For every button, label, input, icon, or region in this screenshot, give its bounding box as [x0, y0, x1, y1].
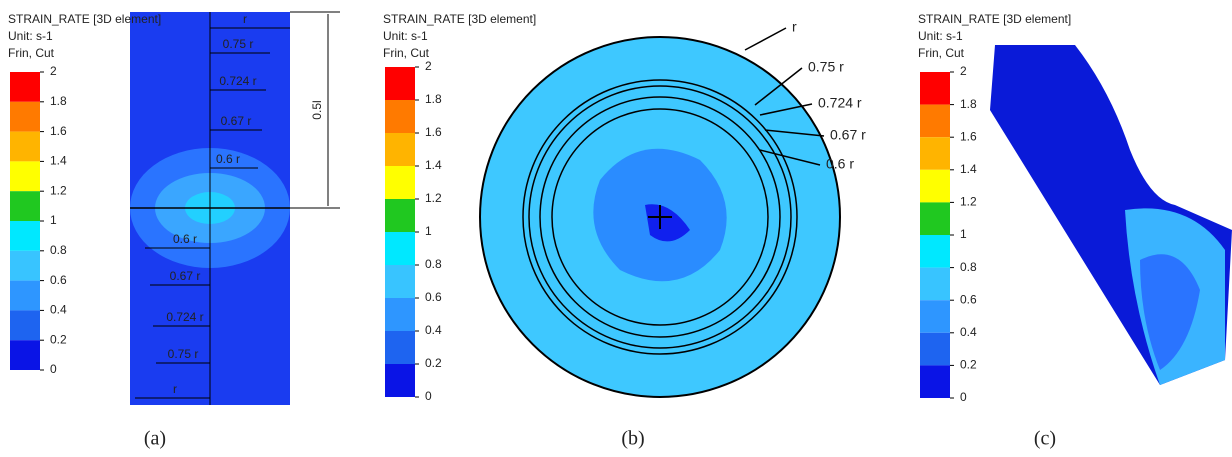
legend-tick-label: 1.2	[425, 191, 442, 205]
legend-swatch	[10, 191, 40, 221]
figure: STRAIN_RATE [3D element] Unit: s-1 Frin, C…	[0, 0, 1232, 457]
legend-tick-label: 0.6	[50, 273, 67, 287]
legend-tick-label: 2	[960, 64, 967, 78]
legend-tick-label: 0.4	[960, 325, 977, 339]
legend-tick-label: 0.2	[960, 358, 977, 372]
legend-tick-label: 0.6	[960, 292, 977, 306]
legend-tick-label: 1.4	[50, 154, 67, 168]
legend-tick-label: 1.6	[960, 129, 977, 143]
legend-swatch	[920, 170, 950, 203]
panel-label: (a)	[144, 428, 166, 450]
dimension-label: 0.75 r	[223, 37, 254, 51]
legend-tick-label: 0.6	[425, 290, 442, 304]
legend-swatch	[10, 251, 40, 281]
legend-tick-label: 0.8	[50, 243, 67, 257]
legend-swatch	[385, 133, 415, 166]
legend-tick-label: 0	[960, 390, 967, 404]
ring-label: 0.724 r	[818, 95, 862, 111]
legend-swatch	[385, 100, 415, 133]
legend-swatch	[385, 298, 415, 331]
legend-swatch	[385, 331, 415, 364]
panel-c-model	[990, 45, 1232, 385]
legend-tick-label: 1.4	[960, 162, 977, 176]
legend-tick-label: 1.6	[425, 125, 442, 139]
leader-line	[745, 28, 786, 50]
legend-tick-label: 1.8	[425, 92, 442, 106]
legend-title: STRAIN_RATE [3D element]	[8, 12, 161, 26]
legend-swatch	[385, 67, 415, 100]
legend-swatch	[920, 202, 950, 235]
legend-swatch	[10, 310, 40, 340]
ring-label: 0.67 r	[830, 127, 866, 143]
legend-tick-label: 1.8	[960, 97, 977, 111]
legend-tick-label: 2	[50, 64, 57, 78]
ring-label: 0.75 r	[808, 59, 844, 75]
legend-tick-label: 0.4	[50, 303, 67, 317]
legend-swatch	[10, 132, 40, 162]
legend-tick-label: 0.4	[425, 323, 442, 337]
dimension-label: 0.67 r	[221, 114, 252, 128]
legend-swatch	[385, 166, 415, 199]
legend-tick-label: 0	[425, 389, 432, 403]
legend-swatch	[920, 137, 950, 170]
ring-label: 0.6 r	[826, 156, 854, 172]
legend-tick-label: 1.6	[50, 124, 67, 138]
dimension-label: 0.724 r	[219, 74, 256, 88]
dimension-label: 0.67 r	[170, 269, 201, 283]
legend-swatch	[920, 235, 950, 268]
legend-swatch	[10, 340, 40, 370]
legend-tick-label: 0.8	[960, 260, 977, 274]
dimension-label: 0.6 r	[173, 232, 197, 246]
legend-note: Frin, Cut	[383, 46, 430, 60]
legend-unit: Unit: s-1	[383, 29, 428, 43]
panel-label: (b)	[621, 428, 644, 450]
legend-swatch	[385, 199, 415, 232]
legend-swatch	[385, 265, 415, 298]
legend-tick-label: 0.2	[425, 356, 442, 370]
dimension-label: 0.75 r	[168, 347, 199, 361]
legend-unit: Unit: s-1	[918, 29, 963, 43]
legend-tick-label: 1	[960, 227, 967, 241]
legend-swatch	[920, 105, 950, 138]
legend-swatch	[920, 72, 950, 105]
panel-b-model	[480, 37, 840, 397]
legend-swatch	[10, 221, 40, 251]
legend-swatch	[920, 300, 950, 333]
legend-tick-label: 1	[425, 224, 432, 238]
legend-tick-label: 2	[425, 59, 432, 73]
legend-tick-label: 1.2	[960, 195, 977, 209]
legend-tick-label: 1.4	[425, 158, 442, 172]
dimension-label: r	[243, 12, 247, 26]
dimension-label: 0.5l	[310, 100, 324, 119]
legend-swatch	[385, 364, 415, 397]
legend-swatch	[10, 72, 40, 102]
legend-title: STRAIN_RATE [3D element]	[383, 12, 536, 26]
legend-tick-label: 1	[50, 213, 57, 227]
legend-swatch	[385, 232, 415, 265]
legend-tick-label: 0.2	[50, 332, 67, 346]
dimension-label: 0.724 r	[166, 310, 203, 324]
ring-label: r	[792, 19, 797, 35]
dimension-label: 0.6 r	[216, 152, 240, 166]
legend-tick-label: 0	[50, 362, 57, 376]
legend-tick-label: 1.8	[50, 94, 67, 108]
legend-swatch	[10, 281, 40, 311]
legend-swatch	[10, 102, 40, 132]
legend-tick-label: 1.2	[50, 183, 67, 197]
legend-unit: Unit: s-1	[8, 29, 53, 43]
panel-label: (c)	[1034, 428, 1056, 450]
legend-note: Frin, Cut	[918, 46, 965, 60]
dimension-label: r	[173, 382, 177, 396]
panel-a-model	[130, 12, 340, 405]
legend-tick-label: 0.8	[425, 257, 442, 271]
legend-note: Frin, Cut	[8, 46, 55, 60]
legend-swatch	[10, 161, 40, 191]
legend-swatch	[920, 365, 950, 398]
legend-title: STRAIN_RATE [3D element]	[918, 12, 1071, 26]
legend-swatch	[920, 268, 950, 301]
legend-swatch	[920, 333, 950, 366]
